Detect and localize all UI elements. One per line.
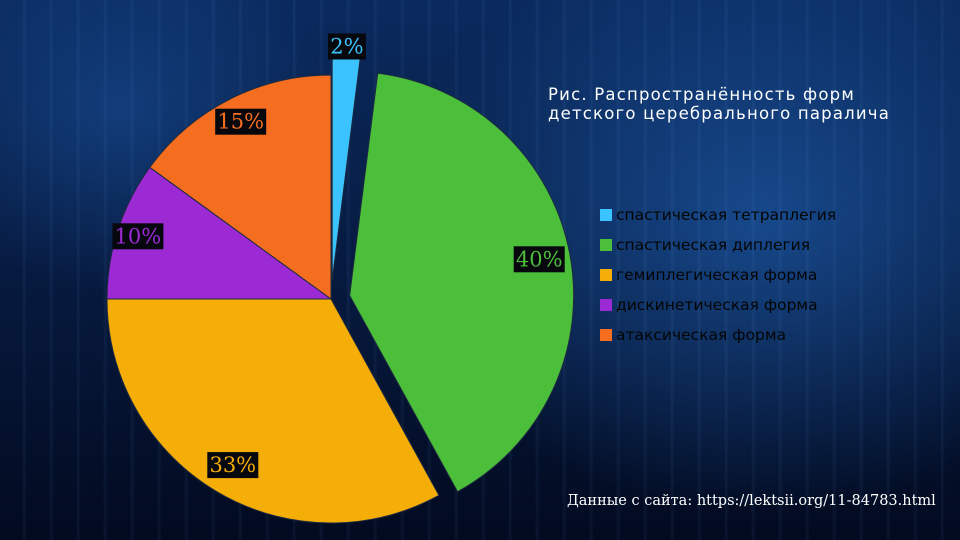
data-label-2: 40% <box>516 247 563 271</box>
data-label-1: 2% <box>330 35 363 59</box>
pie-slice-5 <box>149 74 332 300</box>
legend-item-5: атаксическая форма <box>600 320 836 350</box>
legend-label-2: спастическая диплегия <box>616 236 811 254</box>
data-label-3: 33% <box>209 453 256 477</box>
legend-item-4: дискинетическая форма <box>600 290 836 320</box>
chart-legend: спастическая тетраплегия спастическая дип… <box>600 200 836 350</box>
data-label-box-4 <box>112 223 164 250</box>
data-label-4: 10% <box>115 224 162 248</box>
legend-swatch-2 <box>600 239 612 251</box>
data-label-box-1 <box>327 33 366 60</box>
legend-swatch-1 <box>600 209 612 221</box>
legend-swatch-3 <box>600 269 612 281</box>
pie-slice-2 <box>349 72 575 493</box>
legend-label-1: спастическая тетраплегия <box>616 206 837 224</box>
legend-label-3: гемиплегическая форма <box>616 266 818 284</box>
legend-label-5: атаксическая форма <box>616 326 787 344</box>
chart-title: Рис. Распространённость форм детского це… <box>548 85 891 123</box>
legend-swatch-4 <box>600 299 612 311</box>
pie-data-labels: 2% 40% 33% 10% 15% <box>112 33 565 479</box>
legend-item-2: спастическая диплегия <box>600 230 836 260</box>
legend-swatch-5 <box>600 329 612 341</box>
pie-slices <box>106 55 575 524</box>
data-label-box-3 <box>207 452 259 479</box>
data-label-box-2 <box>513 246 565 273</box>
data-label-box-5 <box>215 108 267 135</box>
legend-label-4: дискинетическая форма <box>616 296 818 314</box>
legend-item-1: спастическая тетраплегия <box>600 200 836 230</box>
source-note: Данные с сайта: https://lektsii.org/11-8… <box>567 493 936 509</box>
pie-slice-3 <box>106 298 440 524</box>
legend-item-3: гемиплегическая форма <box>600 260 836 290</box>
data-label-5: 15% <box>217 110 264 134</box>
